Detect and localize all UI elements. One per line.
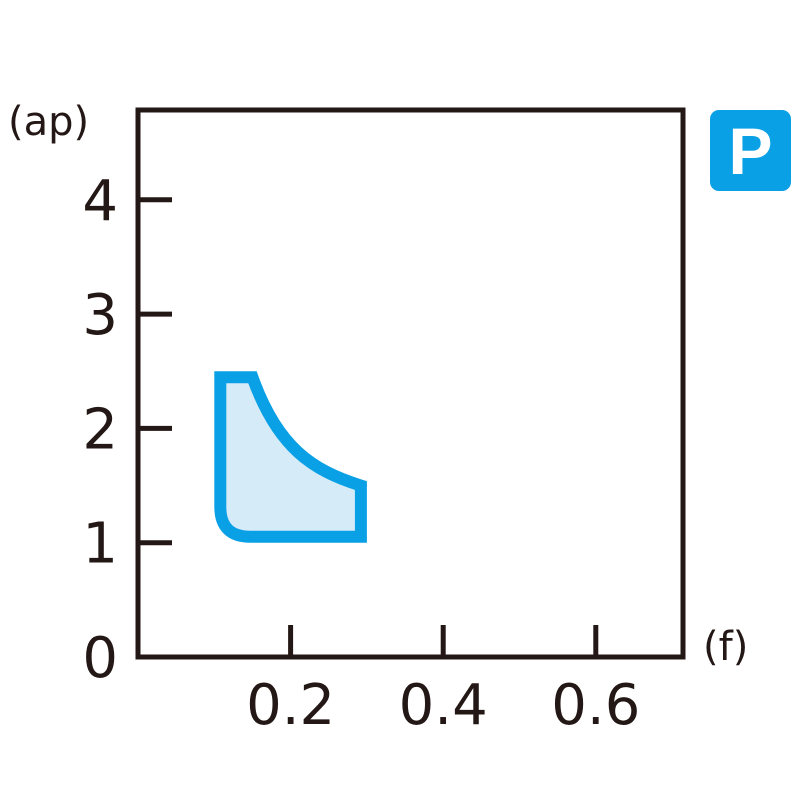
x-tick-label: 0.6 (551, 673, 640, 738)
y-tick-label: 1 (82, 512, 118, 577)
y-tick-label: 0 (82, 626, 118, 691)
plot-frame (135, 107, 686, 660)
x-tick-label: 0.4 (399, 673, 488, 738)
p-badge: P (710, 110, 791, 191)
x-tick-label: 0.2 (246, 673, 335, 738)
y-tick-label: 2 (82, 397, 118, 462)
x-axis-label: (f) (703, 624, 748, 670)
recommended-region (214, 371, 367, 543)
y-tick-label: 3 (82, 283, 118, 348)
y-tick-label: 4 (82, 169, 118, 234)
y-axis-label: (ap) (8, 99, 89, 145)
